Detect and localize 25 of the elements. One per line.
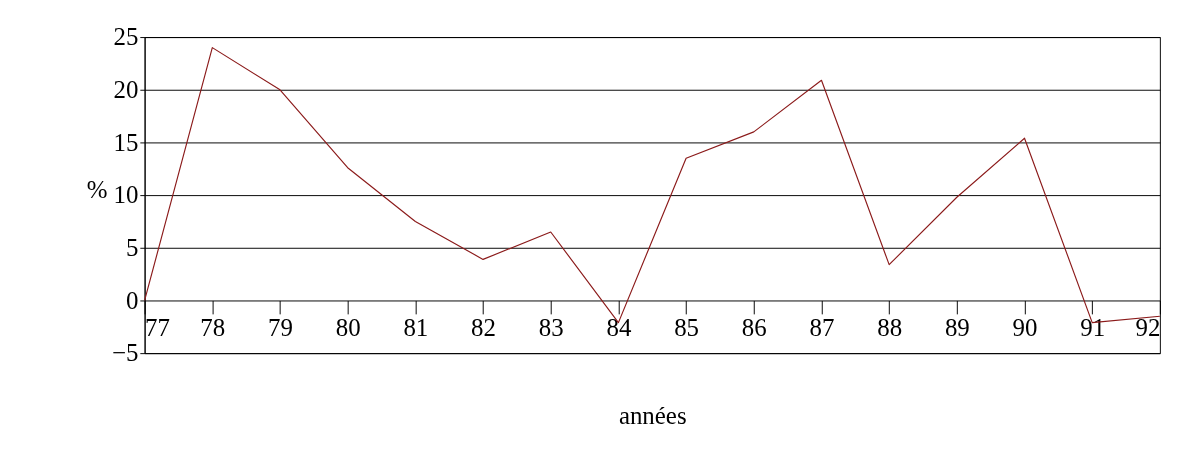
x-tick-label: 80 bbox=[335, 314, 361, 342]
x-tick-label: 79 bbox=[268, 314, 293, 342]
y-tick-label: −5 bbox=[111, 339, 139, 367]
x-tick-label: 78 bbox=[200, 314, 226, 342]
x-tick-label: 87 bbox=[809, 314, 835, 342]
x-tick-label: 88 bbox=[877, 314, 903, 342]
x-tick-label: 91 bbox=[1080, 314, 1106, 342]
y-tick-label: 25 bbox=[113, 23, 139, 51]
x-tick-label: 82 bbox=[471, 314, 496, 342]
x-tick-label: 83 bbox=[538, 314, 564, 342]
x-tick-label: 77 bbox=[145, 314, 170, 342]
y-tick-label: 5 bbox=[125, 233, 139, 261]
y-axis-title: % bbox=[86, 176, 108, 204]
y-tick-label: 20 bbox=[113, 75, 139, 103]
x-axis-title: années bbox=[618, 401, 687, 429]
x-tick-label: 92 bbox=[1135, 314, 1161, 342]
y-tick-label: 15 bbox=[113, 128, 139, 156]
x-tick-label: 86 bbox=[741, 314, 767, 342]
y-tick-label: 10 bbox=[113, 181, 139, 209]
x-tick-label: 90 bbox=[1012, 314, 1038, 342]
x-tick-label: 85 bbox=[674, 314, 700, 342]
x-tick-label: 81 bbox=[403, 314, 429, 342]
x-tick-label: 84 bbox=[606, 314, 632, 342]
y-tick-label: 0 bbox=[125, 286, 139, 314]
x-tick-label: 89 bbox=[944, 314, 970, 342]
